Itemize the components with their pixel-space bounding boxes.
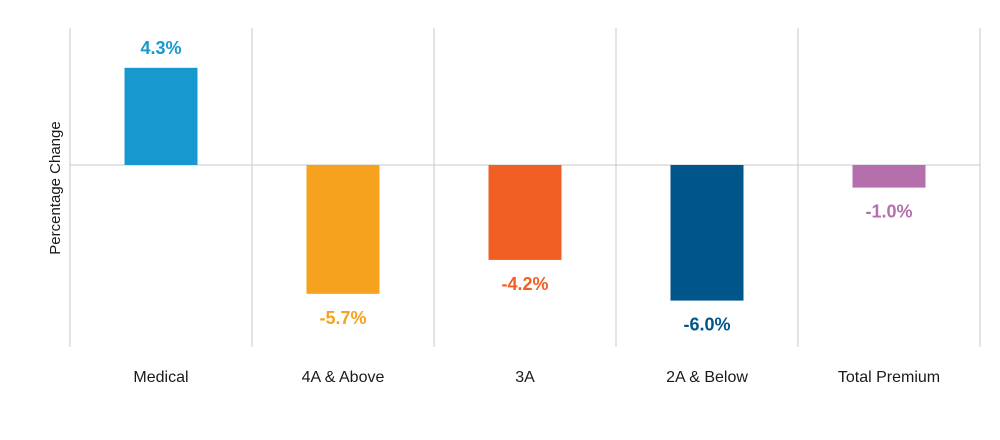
- category-labels: Medical 4A & Above 3A 2A & Below Total Premi…: [133, 369, 940, 386]
- data-labels: 4.3% -5.7% -4.2% -6.0% -1.0%: [140, 38, 912, 335]
- bar-value-label: -6.0%: [683, 315, 730, 335]
- y-axis-title: Percentage Change: [47, 121, 64, 254]
- category-label: Total Premium: [838, 369, 940, 386]
- bar-value-label: -1.0%: [865, 202, 912, 222]
- bar-value-label: -4.2%: [501, 274, 548, 294]
- bar-value-label: 4.3%: [140, 38, 181, 58]
- category-separators: [69, 28, 981, 347]
- bar: [852, 165, 926, 188]
- bar: [670, 165, 744, 301]
- category-label: 4A & Above: [302, 369, 385, 386]
- bars: [124, 67, 926, 301]
- bar: [488, 165, 562, 260]
- category-label: Medical: [133, 369, 188, 386]
- bar: [124, 67, 198, 165]
- bar-value-label: -5.7%: [319, 308, 366, 328]
- category-label: 2A & Below: [666, 369, 748, 386]
- bar: [306, 165, 380, 294]
- category-label: 3A: [515, 369, 535, 386]
